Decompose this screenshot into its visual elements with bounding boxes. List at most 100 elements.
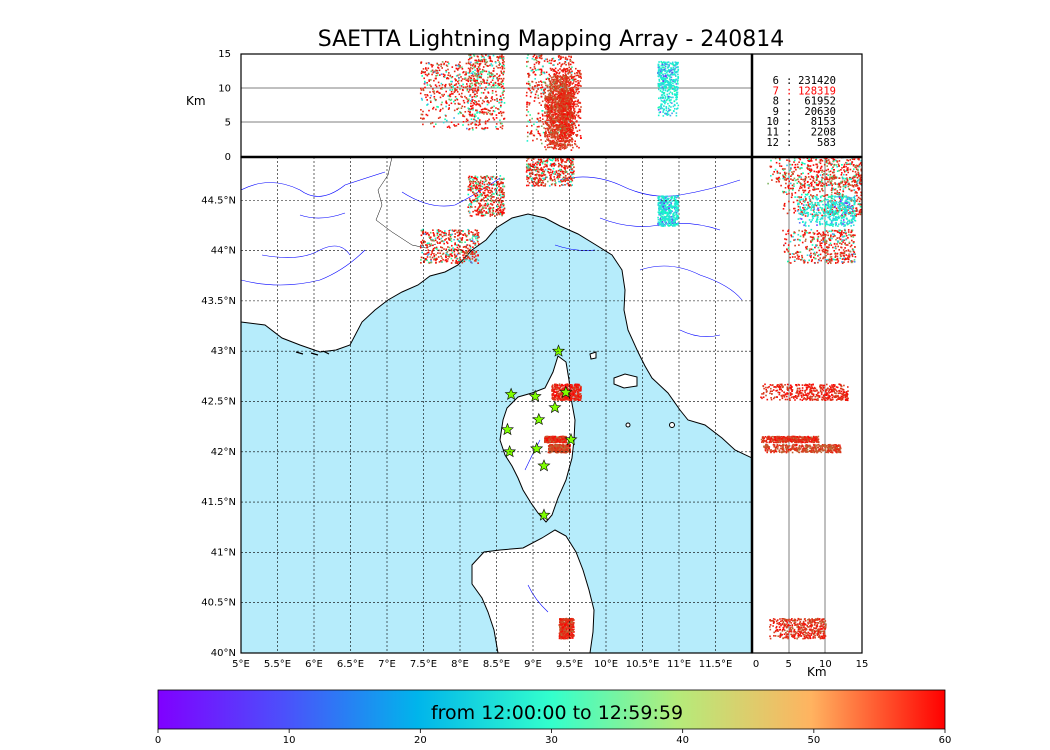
lightning-source [677,195,679,197]
lightning-source [533,100,536,102]
lightning-source [479,111,482,114]
lightning-source [564,168,566,170]
lightning-source [499,66,501,69]
lightning-source [528,167,531,170]
lightning-source [500,201,503,204]
lightning-source [574,394,577,397]
lightning-source [490,189,493,192]
lightning-source [658,213,660,215]
lightning-source [564,161,566,163]
lightning-source [658,223,660,226]
lightning-source [502,111,504,114]
lightning-source [480,71,482,73]
lightning-source [465,235,468,238]
lightning-source [420,259,422,261]
lightning-source [425,113,428,116]
lightning-source [664,78,667,80]
lightning-source [561,436,563,439]
lightning-source [538,162,540,165]
lightning-source [662,213,664,216]
lightning-source [477,207,480,210]
lightning-source [476,62,479,65]
lightning-source [571,628,574,631]
lightning-source [483,196,485,199]
lightning-source [530,172,532,175]
lightning-source [553,171,556,173]
lightning-source [497,82,500,85]
lightning-source [571,390,574,392]
station-star-icon [548,400,562,414]
lightning-source [488,211,490,213]
lightning-source [447,254,449,256]
lightning-source [673,203,676,205]
lightning-source [568,619,570,621]
lightning-source [559,86,562,88]
lightning-source [546,77,549,80]
lightning-source [473,66,475,69]
lightning-source [471,72,474,75]
lightning-source [468,259,471,262]
lightning-source [473,95,475,98]
lightning-source [430,259,432,262]
lightning-source [430,101,432,103]
lightning-source [667,210,670,212]
lightning-source [480,214,483,217]
lightning-source [556,175,559,178]
lightning-source [569,634,572,637]
lightning-source [562,628,564,631]
lightning-source [669,209,671,211]
lightning-source [427,254,429,256]
lightning-source [569,164,572,167]
lightning-source [673,100,676,102]
lightning-source [455,262,457,264]
lightning-source [447,234,450,236]
lightning-source [483,56,485,59]
lightning-source [528,83,531,85]
lightning-source [484,176,487,179]
lightning-source [660,225,663,227]
lightning-source [532,183,535,185]
lightning-source [526,61,528,63]
lightning-source [439,110,441,112]
lightning-source [456,261,458,263]
lightning-source [476,208,479,211]
lightning-source [530,165,533,167]
lightning-source [548,168,551,171]
lightning-source [558,394,560,397]
lightning-source [502,94,504,96]
lightning-source [573,626,575,628]
lightning-source [569,622,572,624]
lightning-source [423,260,425,262]
lightning-source [424,71,426,73]
lightning-source [456,253,459,256]
lightning-source [476,188,478,190]
lightning-source [444,232,446,234]
lightning-source [439,252,441,254]
lightning-source [564,398,567,400]
lightning-source [561,623,564,626]
lightning-source [435,108,437,111]
lightning-source [671,196,673,198]
lightning-source [494,215,496,217]
lightning-source [578,388,580,391]
lightning-source [475,101,478,103]
lightning-source [483,69,485,72]
lightning-source [495,61,497,64]
lightning-source [479,211,482,214]
lightning-source [664,87,667,90]
lightning-source [436,62,438,65]
lightning-source [489,76,491,78]
lightning-source [489,182,491,184]
lightning-source [540,87,542,89]
lightning-source [545,84,547,87]
lightning-source [487,55,490,57]
lightning-source [485,64,488,67]
lightning-source [573,114,575,117]
lat-tick-labels: 40°N40.5°N41°N41.5°N42°N42.5°N43°N43.5°N… [201,195,236,659]
lightning-source [562,384,565,387]
lightning-source [542,91,545,94]
lightning-source [553,162,556,165]
lightning-source [662,197,665,200]
lightning-source [546,161,548,164]
lightning-source [555,388,558,391]
